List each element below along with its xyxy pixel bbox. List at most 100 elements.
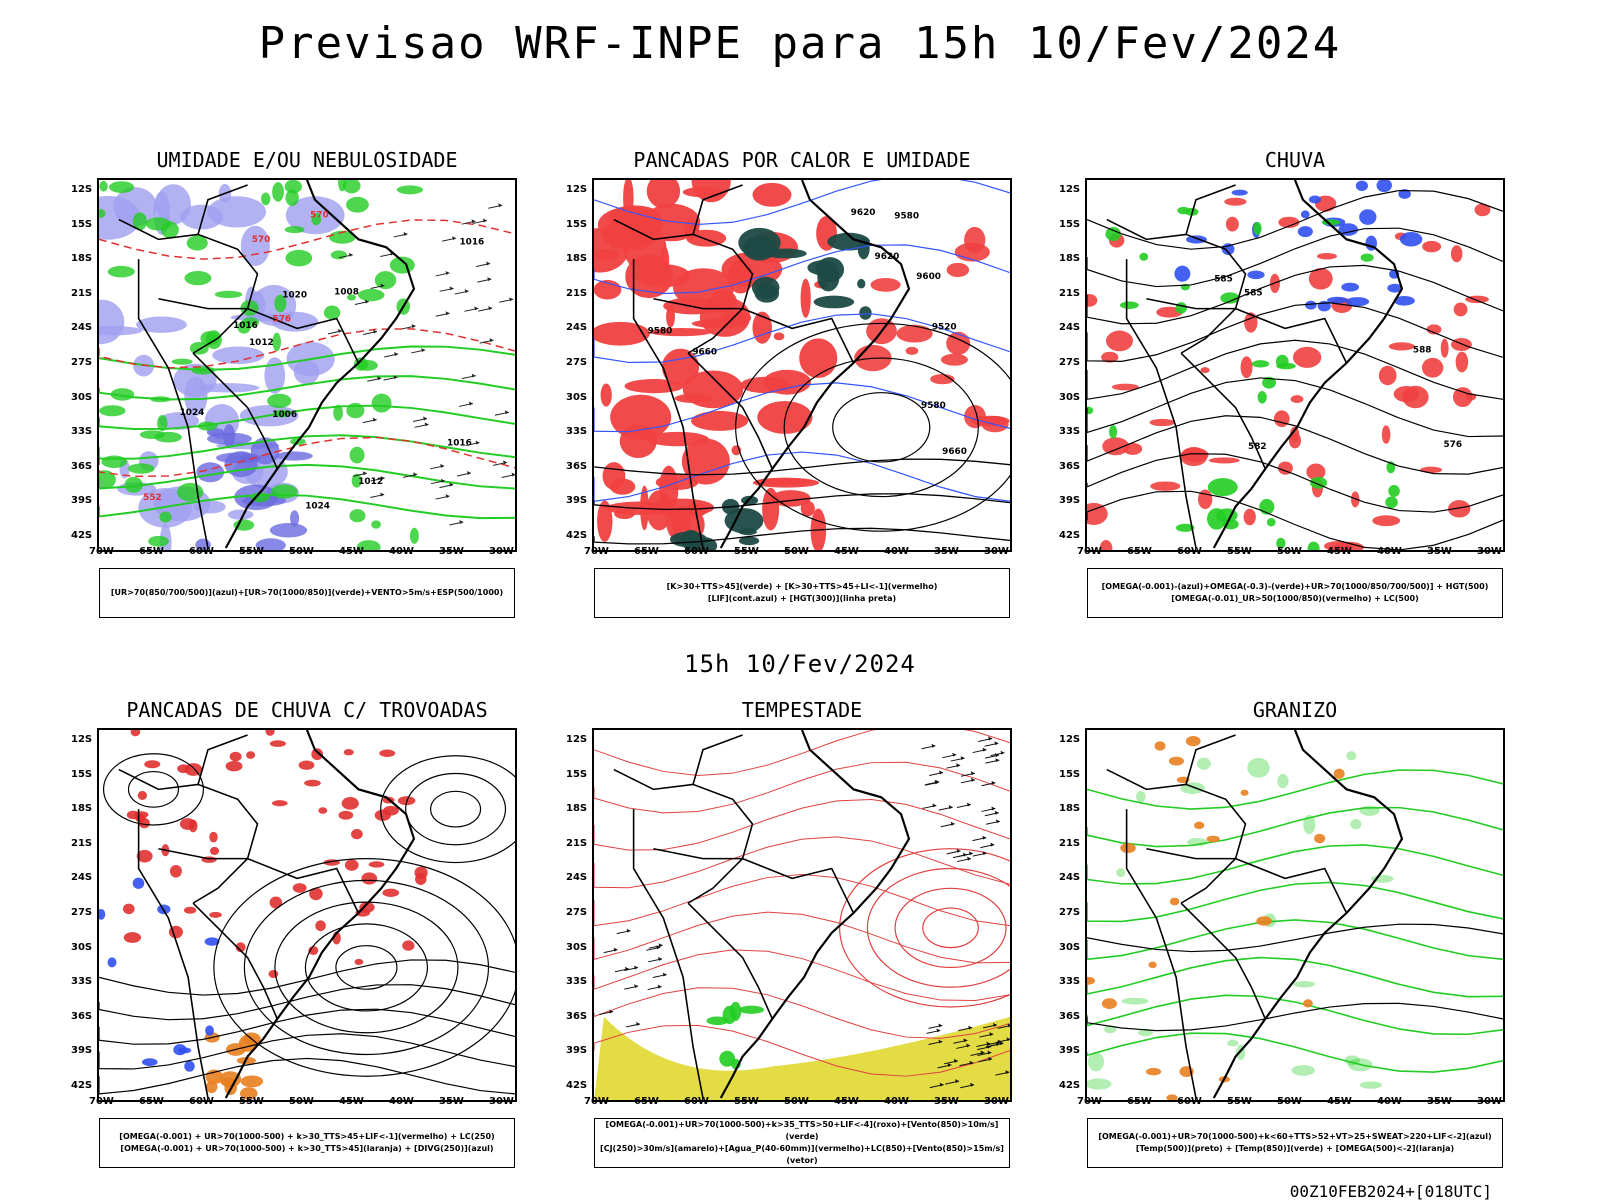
contour-label: 576 bbox=[273, 315, 292, 325]
lon-label: 30W bbox=[984, 546, 1009, 557]
lat-label: 42S bbox=[1059, 530, 1081, 541]
lat-label: 36S bbox=[566, 460, 588, 472]
lat-label: 42S bbox=[71, 530, 93, 541]
lat-label: 30S bbox=[566, 941, 588, 953]
lat-label: 15S bbox=[71, 218, 93, 230]
legend-box: [K>30+TTS>45](verde) + [K>30+TTS>45+LI<-… bbox=[594, 568, 1010, 618]
lon-label: 60W bbox=[684, 1096, 709, 1107]
lat-label: 15S bbox=[71, 768, 93, 780]
lat-label: 12S bbox=[566, 734, 588, 745]
lon-label: 55W bbox=[1227, 546, 1252, 557]
contour-label: 588 bbox=[1413, 345, 1432, 355]
lat-label: 42S bbox=[71, 1080, 93, 1091]
lat-label: 12S bbox=[1059, 184, 1081, 195]
contour-label: 9580 bbox=[894, 211, 919, 221]
contour-label: 1024 bbox=[305, 501, 330, 511]
lat-label: 27S bbox=[71, 357, 93, 368]
legend-box: [OMEGA(-0.001) + UR>70(1000-500) + k>30_… bbox=[99, 1118, 515, 1168]
lat-label: 21S bbox=[71, 837, 93, 849]
legend-box: [OMEGA(-0.001)-(azul)+OMEGA(-0.3)-(verde… bbox=[1087, 568, 1503, 618]
lon-label: 50W bbox=[289, 546, 314, 557]
lon-label: 40W bbox=[389, 1096, 414, 1107]
lon-label: 50W bbox=[784, 1096, 809, 1107]
lon-label: 65W bbox=[1127, 1096, 1152, 1107]
lat-label: 21S bbox=[1059, 287, 1081, 299]
lat-label: 12S bbox=[71, 184, 93, 195]
lat-label: 12S bbox=[71, 734, 93, 745]
lon-label: 60W bbox=[189, 546, 214, 557]
legend-line: [OMEGA(-0.01)_UR>50(1000/850)(vermelho) … bbox=[1171, 594, 1419, 603]
lat-label: 12S bbox=[1059, 734, 1081, 745]
lat-label: 15S bbox=[566, 218, 588, 230]
lat-label: 18S bbox=[566, 253, 588, 265]
lat-label: 39S bbox=[71, 1045, 93, 1057]
map-graphic bbox=[594, 730, 1010, 1100]
contour-label: 9580 bbox=[648, 326, 673, 336]
legend-line: [OMEGA(-0.001) + UR>70(1000-500) + k>30_… bbox=[119, 1132, 495, 1141]
lat-label: 18S bbox=[1059, 253, 1081, 265]
lon-label: 40W bbox=[1377, 1096, 1402, 1107]
map-panel bbox=[592, 728, 1012, 1102]
panel-title: UMIDADE E/OU NEBULOSIDADE bbox=[156, 148, 458, 172]
lat-label: 18S bbox=[1059, 803, 1081, 815]
lon-label: 55W bbox=[239, 546, 264, 557]
lat-label: 15S bbox=[1059, 218, 1081, 230]
lat-label: 18S bbox=[566, 803, 588, 815]
lat-label: 39S bbox=[1059, 495, 1081, 507]
lon-label: 55W bbox=[734, 546, 759, 557]
lon-label: 60W bbox=[1177, 546, 1202, 557]
lat-label: 39S bbox=[71, 495, 93, 507]
lon-label: 30W bbox=[1477, 1096, 1502, 1107]
map-panel bbox=[1085, 728, 1505, 1102]
legend-line: [CJ(250)>30m/s](amarelo)+[Agua_P(40-60mm… bbox=[600, 1144, 1004, 1165]
lon-label: 35W bbox=[934, 546, 959, 557]
contour-label: 9620 bbox=[851, 208, 876, 218]
lon-label: 60W bbox=[1177, 1096, 1202, 1107]
contour-label: 1006 bbox=[272, 410, 297, 420]
legend-box: [UR>70(850/700/500)](azul)+[UR>70(1000/8… bbox=[99, 568, 515, 618]
lat-label: 27S bbox=[566, 907, 588, 918]
legend-line: [Temp(500)](preto) + [Temp(850)](verde) … bbox=[1135, 1144, 1455, 1153]
lon-label: 40W bbox=[884, 1096, 909, 1107]
lat-label: 27S bbox=[566, 357, 588, 368]
map-panel bbox=[97, 728, 517, 1102]
contour-label: 582 bbox=[1248, 442, 1267, 452]
lat-label: 24S bbox=[566, 322, 588, 334]
lon-label: 35W bbox=[439, 1096, 464, 1107]
main-title: Previsao WRF-INPE para 15h 10/Fev/2024 bbox=[258, 18, 1342, 69]
lon-label: 45W bbox=[1327, 1096, 1352, 1107]
lat-label: 33S bbox=[566, 426, 588, 438]
lat-label: 33S bbox=[1059, 426, 1081, 438]
lon-label: 65W bbox=[1127, 546, 1152, 557]
map-panel: 9580 9580 9620 9660 9620 9660 9580 9600 9520 bbox=[592, 178, 1012, 552]
lat-label: 42S bbox=[566, 530, 588, 541]
lat-label: 24S bbox=[71, 322, 93, 334]
lat-label: 27S bbox=[71, 907, 93, 918]
lat-label: 15S bbox=[566, 768, 588, 780]
lon-label: 55W bbox=[734, 1096, 759, 1107]
lat-label: 24S bbox=[1059, 872, 1081, 884]
contour-label: 1012 bbox=[249, 338, 274, 348]
lat-label: 42S bbox=[1059, 1080, 1081, 1091]
lat-label: 24S bbox=[566, 872, 588, 884]
lat-label: 42S bbox=[566, 1080, 588, 1091]
contour-label: 9580 bbox=[921, 401, 946, 411]
lat-label: 36S bbox=[71, 460, 93, 472]
contour-label: 585 bbox=[1244, 289, 1263, 299]
lon-label: 70W bbox=[1077, 1096, 1102, 1107]
lat-label: 30S bbox=[1059, 391, 1081, 403]
lon-label: 70W bbox=[89, 1096, 114, 1107]
map-graphic bbox=[1087, 730, 1503, 1100]
lon-label: 70W bbox=[89, 546, 114, 557]
footer-timestamp: 00Z10FEB2024+[018UTC] bbox=[1289, 1182, 1492, 1201]
lat-label: 36S bbox=[71, 1010, 93, 1022]
contour-label: 1016 bbox=[447, 439, 472, 449]
lon-label: 50W bbox=[784, 546, 809, 557]
lon-label: 40W bbox=[884, 546, 909, 557]
contour-label: 1024 bbox=[180, 408, 205, 418]
lon-label: 70W bbox=[584, 1096, 609, 1107]
contour-label: 1012 bbox=[358, 477, 383, 487]
lat-label: 21S bbox=[1059, 837, 1081, 849]
lon-label: 50W bbox=[1277, 546, 1302, 557]
lon-label: 30W bbox=[489, 546, 514, 557]
